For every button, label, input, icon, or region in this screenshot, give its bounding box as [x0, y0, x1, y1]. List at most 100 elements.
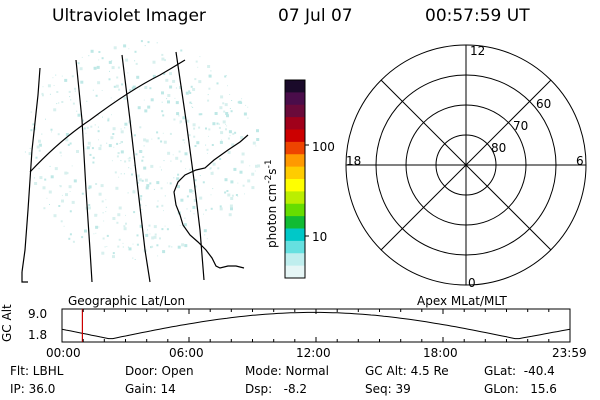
uv-speckle: [225, 123, 226, 125]
xtick-label-0: 00:00: [46, 346, 81, 360]
colorbar-cell: [285, 265, 305, 279]
uv-speckle: [175, 156, 179, 160]
uv-speckle: [161, 91, 164, 95]
uv-speckle: [161, 53, 164, 56]
uv-speckle: [33, 177, 35, 179]
colorbar-label-10: 10: [312, 230, 328, 244]
uv-speckle: [160, 187, 163, 190]
uv-speckle: [136, 181, 139, 184]
uv-speckle: [68, 237, 71, 240]
uv-speckle: [136, 174, 140, 178]
uv-speckle: [68, 185, 72, 189]
uv-speckle: [247, 117, 249, 119]
uv-speckle: [117, 66, 120, 69]
uv-speckle: [189, 168, 192, 171]
uv-speckle: [156, 181, 160, 185]
uv-speckle: [136, 243, 139, 246]
uv-speckle: [38, 168, 40, 170]
uv-speckle: [98, 139, 99, 141]
uv-speckle: [225, 112, 229, 115]
uv-speckle: [117, 213, 121, 217]
colorbar-cells: [285, 80, 305, 279]
uv-speckle: [108, 78, 111, 81]
date-label: 07 Jul 07: [278, 6, 353, 26]
uv-speckle: [81, 192, 84, 195]
uv-speckle: [134, 60, 136, 62]
uv-speckle: [106, 142, 108, 144]
uv-speckle: [69, 142, 72, 145]
uv-speckle: [132, 243, 134, 245]
uv-speckle: [141, 209, 143, 211]
uv-speckle: [65, 138, 69, 142]
altitude-curve: [61, 311, 571, 340]
mlt-label-6: 6: [576, 154, 584, 168]
uv-speckle: [144, 45, 146, 47]
uv-speckle: [95, 225, 99, 229]
uv-speckle: [199, 175, 201, 177]
uv-speckle: [205, 127, 207, 130]
uv-speckle: [207, 94, 209, 96]
info-mode: Mode: Normal: [245, 364, 329, 378]
uv-speckle: [192, 205, 196, 209]
uv-speckle: [225, 128, 227, 131]
uv-speckle: [61, 75, 63, 77]
uv-speckle: [38, 139, 41, 143]
uv-speckle: [198, 126, 201, 129]
uv-speckle: [125, 214, 126, 216]
uv-speckle: [177, 173, 180, 176]
uv-speckle: [222, 120, 226, 124]
timeline-right-label: Apex MLat/MLT: [417, 294, 507, 308]
uv-speckle: [163, 210, 164, 212]
uv-speckle: [116, 142, 119, 145]
uv-speckle: [38, 143, 42, 147]
uv-speckle: [189, 101, 192, 104]
uv-speckle: [229, 108, 231, 109]
uv-speckle: [49, 204, 50, 205]
uv-speckle: [146, 184, 150, 188]
uv-speckle: [194, 179, 197, 182]
uv-speckle: [157, 200, 159, 202]
uv-speckle: [97, 115, 99, 116]
uv-speckle: [49, 165, 51, 167]
uv-speckle: [162, 250, 166, 254]
uv-speckle: [151, 245, 154, 248]
uv-speckle: [46, 197, 48, 199]
uv-speckle: [128, 167, 130, 169]
uv-speckle: [132, 85, 136, 89]
uv-speckle: [60, 220, 63, 223]
colorbar-cell: [285, 154, 305, 168]
uv-speckle: [74, 90, 76, 92]
uv-speckle: [143, 138, 147, 142]
uv-speckle: [190, 85, 193, 88]
uv-speckle: [208, 74, 211, 77]
uv-speckle: [42, 186, 46, 190]
uv-speckle: [42, 86, 44, 88]
coastline-fragment: [21, 272, 28, 283]
uv-speckle: [165, 78, 169, 82]
uv-speckle: [118, 152, 120, 154]
uv-speckle: [206, 148, 209, 151]
uv-speckle: [147, 229, 148, 231]
uv-speckle: [115, 186, 119, 190]
uv-speckle: [41, 133, 43, 135]
uv-speckle: [167, 151, 171, 155]
mlt-label-18: 18: [346, 154, 362, 168]
uv-speckle: [228, 213, 232, 217]
uv-speckle: [256, 138, 260, 141]
uv-speckle: [130, 168, 132, 170]
uv-speckle: [34, 182, 38, 185]
uv-speckle: [162, 132, 164, 134]
uv-speckle: [112, 127, 116, 131]
uv-speckle: [238, 100, 242, 104]
uv-speckle: [133, 134, 136, 137]
uv-speckle: [149, 182, 152, 185]
uv-speckle: [48, 190, 52, 194]
uv-speckle: [61, 199, 64, 203]
uv-speckle: [113, 46, 117, 50]
uv-speckle: [193, 213, 195, 215]
uv-speckle: [156, 244, 159, 247]
uv-speckle: [56, 91, 59, 93]
uv-speckle: [184, 217, 186, 219]
